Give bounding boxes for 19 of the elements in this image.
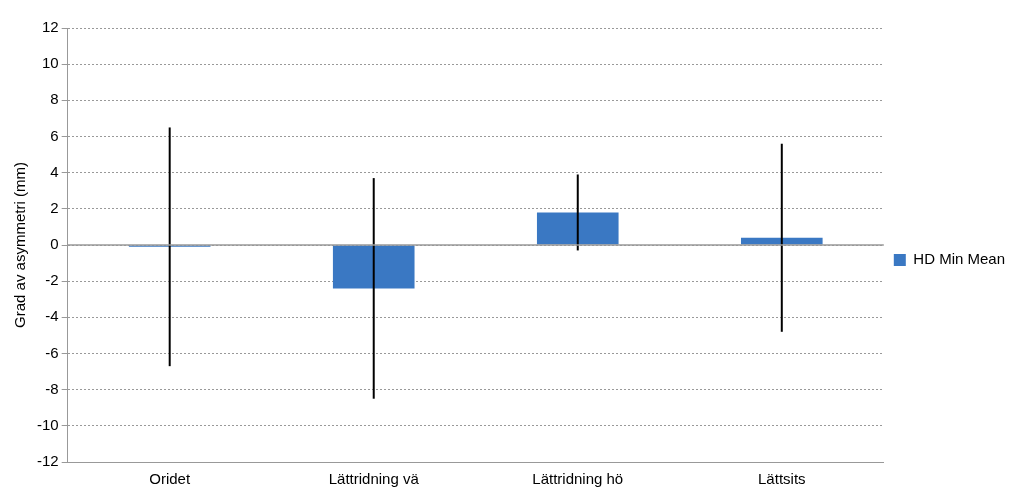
x-tick-label: Oridet xyxy=(149,470,191,488)
y-tick-label: 2 xyxy=(50,198,59,216)
y-tick-label: -2 xyxy=(45,271,59,289)
y-tick-label: -10 xyxy=(36,415,59,433)
y-tick-label: -8 xyxy=(45,379,59,397)
y-tick-label: 10 xyxy=(41,54,59,72)
y-tick-label: 0 xyxy=(50,235,59,253)
y-axis-title: Grad av asymmetri (mm) xyxy=(11,162,29,328)
x-tick-label: Lättridning vä xyxy=(328,470,420,488)
y-tick-label: -6 xyxy=(45,343,59,361)
y-tick-label: 4 xyxy=(50,162,59,180)
y-tick-label: 6 xyxy=(50,126,59,144)
y-tick-label: -4 xyxy=(45,307,59,325)
x-tick-label: Lättsits xyxy=(758,470,806,488)
legend-label: HD Min Mean xyxy=(913,250,1006,268)
y-tick-label: -12 xyxy=(36,452,59,470)
y-tick-label: 12 xyxy=(41,18,59,36)
x-tick-label: Lättridning hö xyxy=(532,470,624,488)
y-tick-label: 8 xyxy=(50,90,59,108)
